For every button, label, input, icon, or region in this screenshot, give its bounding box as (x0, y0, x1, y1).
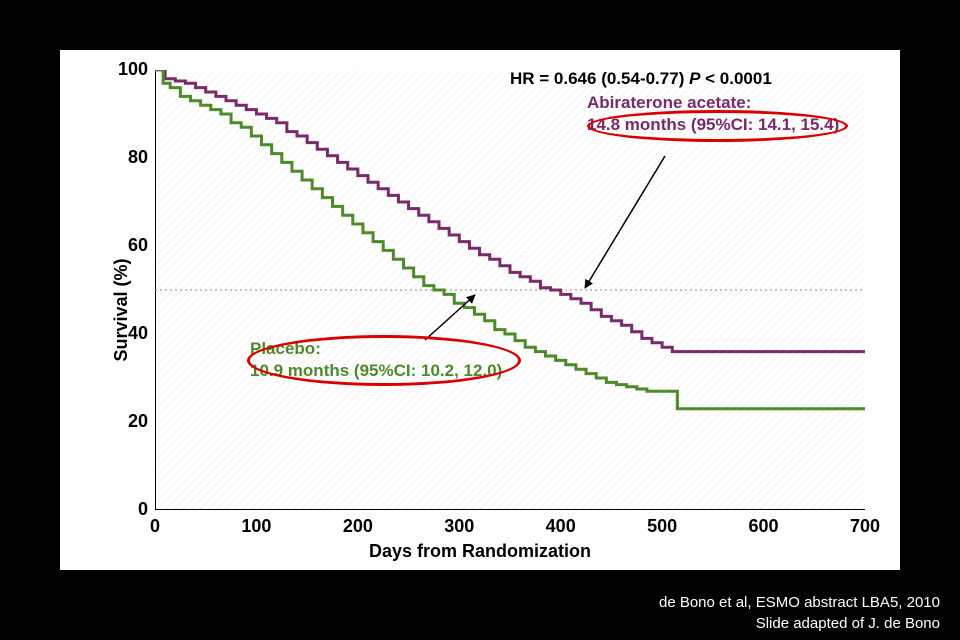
y-tick: 100 (108, 59, 148, 80)
x-tick: 100 (231, 516, 281, 537)
x-tick: 300 (434, 516, 484, 537)
callout-ellipse (247, 335, 521, 386)
y-tick: 80 (108, 147, 148, 168)
chart-panel: Survival (%) 0 20 40 60 80 100 HR = 0.646 (0.… (60, 50, 900, 570)
y-tick: 60 (108, 235, 148, 256)
credit: de Bono et al, ESMO abstract LBA5, 2010 … (659, 592, 940, 634)
x-tick: 500 (637, 516, 687, 537)
credit-line-1: de Bono et al, ESMO abstract LBA5, 2010 (659, 592, 940, 613)
hr-annotation: HR = 0.646 (0.54-0.77) P < 0.0001 (510, 68, 772, 90)
y-axis-label: Survival (%) (111, 258, 132, 361)
callout-ellipse (587, 110, 848, 142)
credit-line-2: Slide adapted of J. de Bono (659, 613, 940, 634)
x-tick: 700 (840, 516, 890, 537)
plot-area: HR = 0.646 (0.54-0.77) P < 0.0001 Abirat… (155, 70, 865, 510)
x-tick: 0 (130, 516, 180, 537)
y-tick: 40 (108, 323, 148, 344)
slide: Survival (%) 0 20 40 60 80 100 HR = 0.646 (0.… (0, 0, 960, 640)
x-tick: 200 (333, 516, 383, 537)
x-tick: 600 (739, 516, 789, 537)
x-axis-label: Days from Randomization (60, 541, 900, 562)
y-tick: 20 (108, 411, 148, 432)
x-tick: 400 (536, 516, 586, 537)
